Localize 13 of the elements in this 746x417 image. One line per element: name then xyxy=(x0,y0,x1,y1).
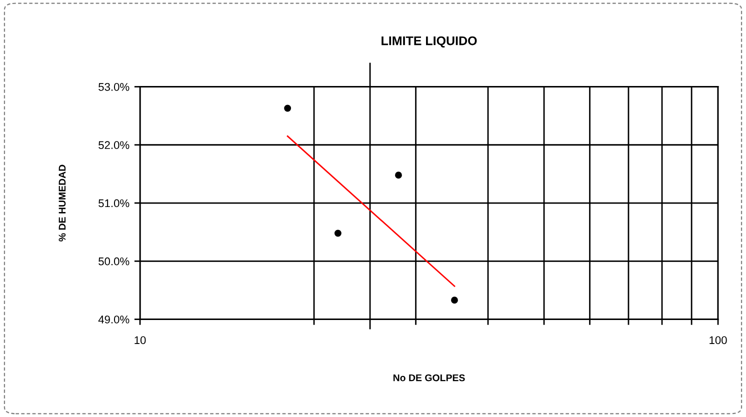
y-tick-label: 52.0% xyxy=(98,141,130,150)
x-tick-label: 10 xyxy=(134,336,146,344)
y-tick-label: 53.0% xyxy=(98,83,130,91)
y-tick-label: 49.0% xyxy=(98,316,130,324)
y-tick-label: 51.0% xyxy=(98,199,130,208)
point xyxy=(284,104,292,112)
point xyxy=(395,172,402,179)
y-axis-title: % DE HUMEDAD xyxy=(58,164,66,242)
x-axis-title: No DE GOLPES xyxy=(393,374,465,382)
y-tick-label: 50.0% xyxy=(98,257,130,266)
x-tick-label: 100 xyxy=(710,336,727,344)
point xyxy=(451,296,458,304)
chart-title: LIMITE LIQUIDO xyxy=(382,36,477,48)
